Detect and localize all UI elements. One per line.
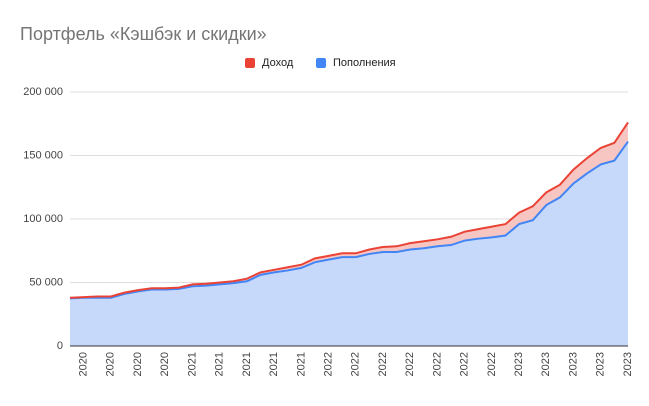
- area-line: [69, 121, 629, 299]
- x-tick-label: 2021: [241, 352, 253, 376]
- x-tick-label: 2021: [214, 352, 226, 376]
- x-tick-label: 2022: [350, 352, 362, 376]
- x-tick-label: 2021: [186, 352, 198, 376]
- y-tick-label: 50 000: [29, 276, 63, 288]
- legend-label: Пополнения: [333, 57, 396, 69]
- legend-label: Доход: [262, 57, 294, 69]
- x-tick-label: 2020: [132, 352, 144, 376]
- legend-swatch: [245, 58, 255, 68]
- x-tick-label: 2021: [295, 352, 307, 376]
- x-tick-label: 2022: [459, 352, 471, 376]
- x-tick-label: 2023: [513, 352, 525, 376]
- x-tick-label: 2020: [78, 352, 90, 376]
- x-tick-label: 2020: [159, 352, 171, 376]
- y-tick-label: 100 000: [23, 213, 63, 225]
- x-tick-label: 2023: [567, 352, 579, 376]
- x-tick-label: 2023: [622, 352, 634, 376]
- y-tick-label: 150 000: [23, 149, 63, 161]
- x-tick-label: 2022: [322, 352, 334, 376]
- x-tick-label: 2020: [105, 352, 117, 376]
- x-tick-label: 2023: [540, 352, 552, 376]
- chart-title: Портфель «Кэшбэк и скидки»: [20, 24, 267, 44]
- x-tick-label: 2023: [595, 352, 607, 376]
- x-tick-label: 2022: [486, 352, 498, 376]
- area: [70, 141, 628, 346]
- x-tick-label: 2022: [404, 352, 416, 376]
- legend-swatch: [316, 58, 326, 68]
- x-tick-label: 2022: [431, 352, 443, 376]
- y-tick-label: 0: [57, 340, 63, 352]
- y-tick-label: 200 000: [23, 86, 63, 98]
- area-line: [69, 140, 629, 300]
- x-tick-label: 2022: [377, 352, 389, 376]
- x-tick-label: 2021: [268, 352, 280, 376]
